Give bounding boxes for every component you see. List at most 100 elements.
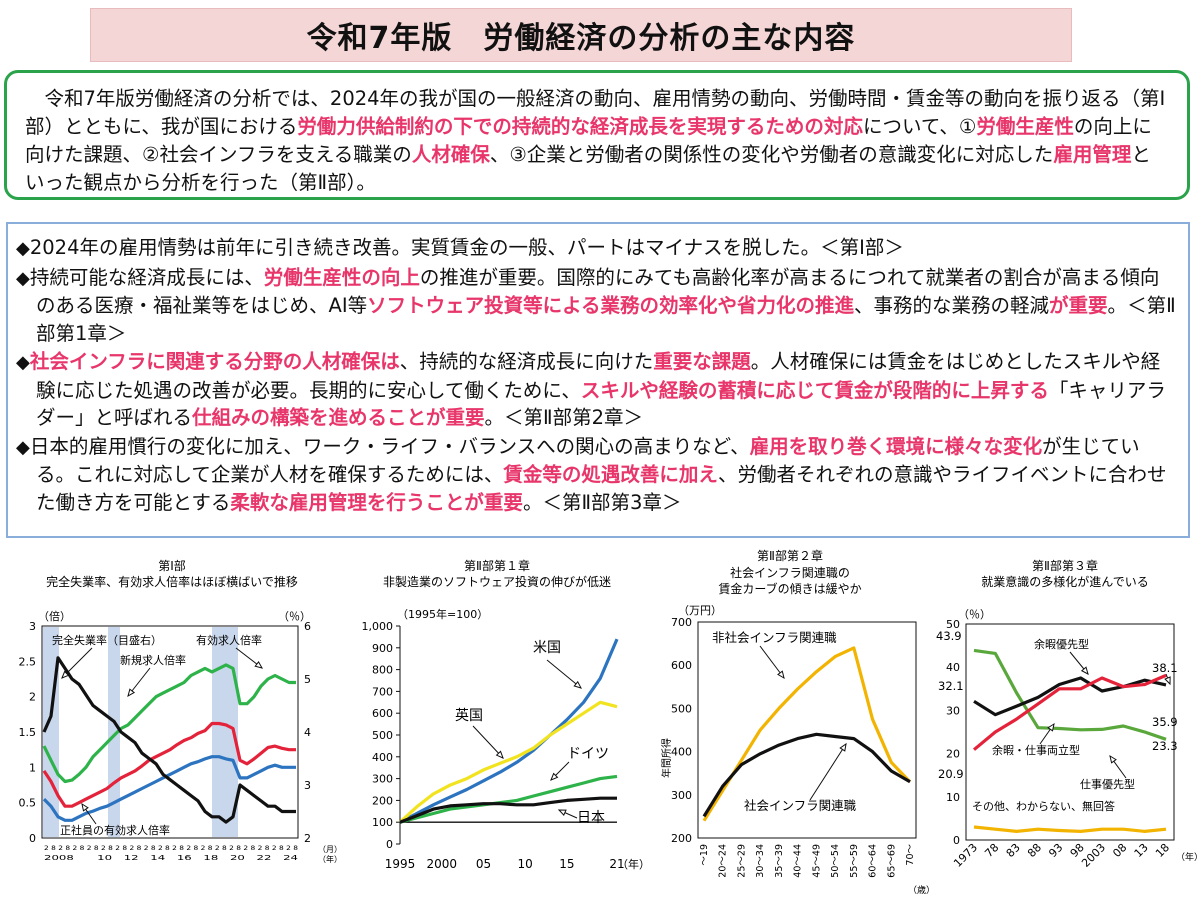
chart-2-label-germany: ドイツ — [567, 746, 609, 762]
chart-3-xtick: 65～69 — [886, 844, 897, 878]
chart-1-arrow-new-head — [127, 688, 136, 698]
chart-4-arrow-balance-head — [1047, 722, 1055, 732]
chart-1-title: 完全失業率、有効求人倍率はほぼ横ばいで推移 — [46, 574, 298, 589]
chart-3-ytick: 400 — [671, 746, 692, 759]
chart-3-ytick: 500 — [671, 702, 692, 715]
chart-4-anno-38-1: 38.1 — [1152, 661, 1178, 675]
title-banner: 令和7年版 労働経済の分析の主な内容 — [90, 8, 1072, 62]
point-4-t2: が生じている。これに対応して企業が人材を確保するためには、 — [36, 434, 1140, 487]
chart-2-arrow-uk — [472, 725, 504, 759]
chart-2-series-3 — [399, 796, 617, 824]
chart-4-xtick: 08 — [1110, 841, 1129, 860]
point-4-h2: 賃金等の処遇改善に加え — [503, 463, 718, 486]
point-3-t2: 。人材確保には賃金をはじめとしたスキルや経験に応じた処遇の改善が必要。長期的に安… — [36, 350, 1161, 402]
point-3-t4: 。 — [484, 406, 505, 429]
chart-4-series-3 — [973, 825, 1167, 833]
chart-2-series-0 — [399, 638, 619, 824]
summary-s4: 、③企業と労働者の関係性の変化や労働者の意識変化に対応した — [489, 143, 1054, 166]
chart-1-panel: 第Ⅰ部 完全失業率、有効求人倍率はほぼ横ばいで推移 （倍） （％） 0 0.5 1 1… — [0, 548, 345, 900]
chart-2-ytick: 700 — [372, 685, 393, 698]
summary-s2: について、① — [862, 115, 977, 138]
diamond-bullet-icon: ◆ — [16, 267, 30, 289]
point-2-t4: 。 — [1107, 294, 1128, 317]
chart-4-arrow-work-head — [1109, 754, 1117, 764]
chart-1-year-ticks: 2008 10 12 14 16 18 20 22 24 — [44, 854, 299, 862]
point-4-t4: 。 — [522, 490, 543, 514]
point-3: ◆社会インフラに関連する分野の人材確保は、持続的な経済成長に向けた重要な課題。人… — [16, 348, 1178, 432]
chart-2-ytick: 300 — [372, 773, 393, 786]
chart-2-note: （1995年=100） — [397, 607, 488, 621]
chart-1-ytick-left: 1.5 — [19, 726, 37, 739]
chart-3-xtick: 45～49 — [811, 844, 822, 878]
page-title: 令和7年版 労働経済の分析の主な内容 — [306, 21, 856, 56]
chart-4-label-leisure: 余暇優先型 — [1034, 637, 1089, 651]
chart-2-xtick: 15 — [559, 857, 574, 871]
chart-4-anno-32-1: 32.1 — [938, 679, 964, 693]
point-1: ◆2024年の雇用情勢は前年に引き続き改善。実質賃金の一般、パートはマイナスを脱… — [16, 234, 1178, 263]
diamond-bullet-icon: ◆ — [16, 238, 30, 259]
chart-3-label-infra: 社会インフラ関連職 — [744, 798, 857, 813]
chart-1-series-2 — [42, 755, 296, 822]
point-3-t3: 「キャリアラダー」と呼ばれる — [36, 378, 1166, 430]
chart-2-arrow-germany-head — [550, 772, 559, 781]
chart-2-label-us: 米国 — [533, 640, 561, 656]
chart-3-xtick: 30～34 — [755, 844, 766, 878]
chart-2-xtick: 2000 — [426, 857, 457, 871]
point-3-h2: 重要な課題 — [653, 350, 751, 373]
chart-4-anno-20-9: 20.9 — [938, 767, 964, 781]
chart-1-month-ticks: 2 8 2 8 2 8 2 8 2 8 2 8 2 8 2 8 2 8 2 8 … — [44, 844, 298, 852]
point-2-t3: 、事務的な業務の軽減 — [854, 294, 1050, 317]
chart-3-xtick: 70～ — [905, 844, 916, 866]
point-1-text: 2024年の雇用情勢は前年に引き続き改善。実質賃金の一般、パートはマイナスを脱し… — [29, 236, 821, 259]
summary-s5: といった観点から分析を行った（第Ⅱ部）。 — [25, 143, 1151, 194]
chart-1-arrow-regular-head — [81, 802, 89, 812]
chart-4-svg: 第Ⅱ部第３章 就業意識の多様化が進んでいる （％） 01020304050197… — [936, 558, 1200, 870]
chart-3-xtick: 50～54 — [830, 844, 841, 878]
chart-4-ytick: 40 — [946, 661, 960, 674]
point-3-h4: 仕組みの構築を進めることが重要 — [192, 406, 485, 429]
chart-3-xtick: 40～44 — [793, 844, 804, 878]
chart-3-arrow-infra-head — [839, 742, 847, 752]
chart-1-ytick-left: 1 — [29, 761, 36, 774]
chart-3-series-0 — [702, 646, 912, 822]
chart-1-x-unit2: （年） — [318, 854, 342, 864]
point-3-t1: 、持続的な経済成長に向けた — [399, 350, 654, 373]
chart-1-ytick-left: 0 — [29, 832, 36, 845]
chart-4-anno-23-3: 23.3 — [1152, 739, 1178, 753]
chart-4-series-2 — [972, 673, 1167, 751]
chart-1-arrow-eff-head — [254, 661, 264, 669]
chart-2-panel: 第Ⅱ部第１章 非製造業のソフトウェア投資の伸びが低迷 （1995年=100） 0… — [345, 548, 651, 900]
chart-1-ytick-left: 0.5 — [19, 797, 37, 810]
chart-4-xtick: 78 — [982, 841, 1001, 860]
chart-1-ytick-right: 6 — [304, 620, 311, 633]
chart-4-xtick: 93 — [1046, 841, 1065, 860]
chart-4-unit: （％） — [958, 608, 991, 621]
point-3-h1: 社会インフラに関連する分野の人材確保は — [29, 350, 400, 373]
chart-4-heading: 第Ⅱ部第３章 — [1032, 558, 1098, 573]
chart-4-anno-35-9: 35.9 — [1152, 715, 1178, 729]
chart-2-ytick: 800 — [372, 664, 393, 677]
chart-4-x-unit: （年） — [1176, 851, 1200, 863]
point-2-h1: 労働生産性の向上 — [263, 265, 420, 289]
chart-1-label-new-openings: 新規求人倍率 — [120, 653, 186, 667]
chart-3-label-non-infra: 非社会インフラ関連職 — [712, 630, 837, 645]
diamond-bullet-icon: ◆ — [16, 436, 30, 458]
chart-3-heading: 第Ⅱ部第２章 — [757, 548, 823, 563]
point-3-ref: ＜第Ⅱ部第2章＞ — [504, 406, 644, 429]
point-1-ref: ＜第Ⅰ部＞ — [820, 236, 904, 259]
chart-1-label-unemployment: 完全失業率（目盛右） — [52, 633, 162, 647]
point-4-ref: ＜第Ⅱ部第3章＞ — [542, 490, 682, 514]
chart-4-arrow-leisure-head — [1080, 666, 1089, 675]
summary-h1: 労働力供給制約の下での持続的な経済成長を実現するための対応 — [297, 115, 863, 138]
chart-2-x-unit: （年） — [617, 857, 650, 871]
chart-1-ylabel-left: （倍） — [38, 609, 71, 623]
chart-3-ytick: 600 — [671, 659, 692, 672]
point-4-h3: 柔軟な雇用管理を行うことが重要 — [230, 490, 523, 514]
chart-3-title-2: 賃金カーブの傾きは緩やか — [718, 581, 861, 596]
chart-2-ytick: 500 — [372, 729, 393, 742]
chart-2-xtick: 05 — [476, 857, 491, 871]
chart-3-arrow-infra — [809, 743, 847, 801]
chart-3-xtick: 25～29 — [736, 844, 747, 878]
chart-4-label-work: 仕事優先型 — [1080, 777, 1135, 791]
chart-2-label-uk: 英国 — [455, 707, 483, 724]
